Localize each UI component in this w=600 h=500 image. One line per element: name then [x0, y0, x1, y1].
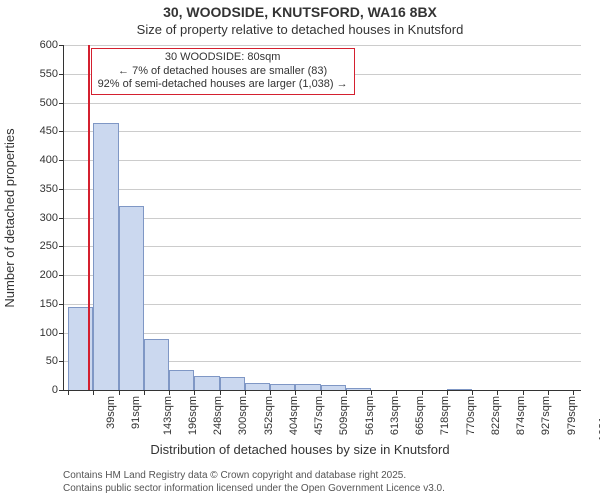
x-tick	[68, 390, 69, 395]
x-tick-label: 509sqm	[339, 396, 351, 435]
x-tick-label: 822sqm	[490, 396, 502, 435]
x-tick	[548, 390, 549, 395]
histogram-bar	[194, 376, 219, 390]
x-tick	[523, 390, 524, 395]
y-gridline	[64, 131, 581, 132]
y-gridline	[64, 189, 581, 190]
x-tick	[321, 390, 322, 395]
x-tick-label: 143sqm	[162, 396, 174, 435]
plot-area: 05010015020025030035040045050055060039sq…	[63, 45, 581, 391]
y-gridline	[64, 160, 581, 161]
y-tick-label: 300	[40, 212, 58, 224]
histogram-bar	[220, 377, 245, 390]
y-tick-label: 0	[52, 384, 58, 396]
x-tick-label: 561sqm	[364, 396, 376, 435]
y-tick	[59, 45, 64, 46]
histogram-bar	[447, 389, 472, 390]
x-tick-label: 613sqm	[389, 396, 401, 435]
y-tick-label: 200	[40, 269, 58, 281]
x-tick	[119, 390, 120, 395]
y-tick	[59, 218, 64, 219]
y-gridline	[64, 103, 581, 104]
y-tick-label: 600	[40, 39, 58, 51]
x-tick-label: 404sqm	[288, 396, 300, 435]
x-tick	[371, 390, 372, 395]
chart-subtitle: Size of property relative to detached ho…	[0, 22, 600, 37]
y-axis-label: Number of detached properties	[2, 128, 17, 307]
reference-line	[88, 45, 90, 390]
y-tick-label: 400	[40, 154, 58, 166]
y-tick-label: 350	[40, 183, 58, 195]
chart-title: 30, WOODSIDE, KNUTSFORD, WA16 8BX	[0, 4, 600, 20]
x-tick	[295, 390, 296, 395]
y-gridline	[64, 45, 581, 46]
histogram-bar	[270, 384, 295, 390]
y-tick-label: 500	[40, 97, 58, 109]
histogram-bar	[93, 123, 118, 390]
histogram-bar	[144, 339, 169, 390]
footer-line: Contains public sector information licen…	[63, 483, 445, 496]
x-tick	[194, 390, 195, 395]
x-tick	[573, 390, 574, 395]
x-tick-label: 300sqm	[238, 396, 250, 435]
y-tick	[59, 189, 64, 190]
x-tick	[346, 390, 347, 395]
x-axis-label: Distribution of detached houses by size …	[0, 442, 600, 457]
histogram-bar	[245, 383, 270, 390]
y-tick	[59, 361, 64, 362]
histogram-bar	[321, 385, 346, 390]
x-tick	[270, 390, 271, 395]
histogram-bar	[295, 384, 320, 390]
y-tick-label: 150	[40, 298, 58, 310]
x-tick-label: 770sqm	[465, 396, 477, 435]
x-tick-label: 665sqm	[414, 396, 426, 435]
footer-line: Contains HM Land Registry data © Crown c…	[63, 470, 445, 483]
y-tick-label: 550	[40, 68, 58, 80]
x-tick	[447, 390, 448, 395]
x-tick-label: 196sqm	[187, 396, 199, 435]
x-tick-label: 874sqm	[515, 396, 527, 435]
y-tick	[59, 246, 64, 247]
x-tick-label: 718sqm	[440, 396, 452, 435]
x-tick-label: 979sqm	[566, 396, 578, 435]
x-tick	[93, 390, 94, 395]
x-tick-label: 91sqm	[131, 396, 143, 429]
x-tick	[169, 390, 170, 395]
annotation-line: 30 WOODSIDE: 80sqm	[98, 51, 348, 65]
y-tick	[59, 131, 64, 132]
x-tick-label: 39sqm	[105, 396, 117, 429]
x-tick	[472, 390, 473, 395]
x-tick-label: 352sqm	[263, 396, 275, 435]
x-tick	[144, 390, 145, 395]
y-tick	[59, 304, 64, 305]
histogram-bar	[119, 206, 144, 390]
annotation-box: 30 WOODSIDE: 80sqm← 7% of detached house…	[91, 48, 355, 95]
y-tick-label: 450	[40, 125, 58, 137]
x-tick-label: 457sqm	[313, 396, 325, 435]
y-tick-label: 100	[40, 327, 58, 339]
annotation-line: 92% of semi-detached houses are larger (…	[98, 78, 348, 92]
y-tick	[59, 333, 64, 334]
x-tick	[245, 390, 246, 395]
x-tick	[497, 390, 498, 395]
y-tick	[59, 390, 64, 391]
y-tick	[59, 160, 64, 161]
y-tick-label: 50	[46, 355, 58, 367]
y-tick	[59, 275, 64, 276]
x-tick	[422, 390, 423, 395]
y-tick	[59, 74, 64, 75]
x-tick-label: 927sqm	[541, 396, 553, 435]
y-tick	[59, 103, 64, 104]
annotation-line: ← 7% of detached houses are smaller (83)	[98, 65, 348, 79]
x-tick	[396, 390, 397, 395]
y-tick-label: 250	[40, 240, 58, 252]
histogram-bar	[346, 388, 371, 390]
x-tick	[220, 390, 221, 395]
x-tick-label: 248sqm	[212, 396, 224, 435]
footer-attribution: Contains HM Land Registry data © Crown c…	[63, 470, 445, 495]
histogram-bar	[169, 370, 194, 390]
